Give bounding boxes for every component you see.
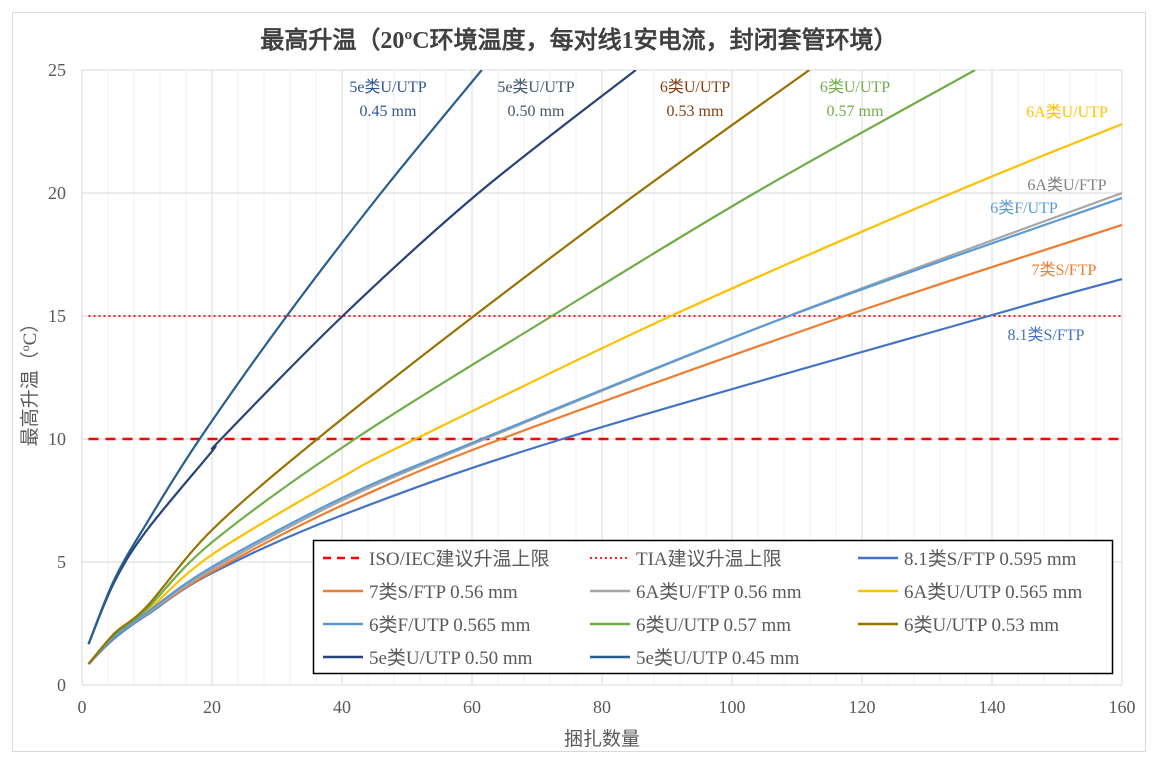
y-tick-label: 25	[48, 60, 66, 80]
x-tick-label: 160	[1109, 697, 1136, 717]
annotation-label: 0.50 mm	[508, 103, 565, 120]
legend: ISO/IEC建议升温上限 TIA建议升温上限 8.1类S/FTP 0.595 mm…	[312, 539, 1114, 675]
annotation-label: 6A类U/UTP	[1026, 103, 1108, 121]
annotation-label: 0.57 mm	[827, 103, 884, 120]
legend-entry: 8.1类S/FTP 0.595 mm	[904, 548, 1077, 570]
legend-entry: 6A类U/FTP 0.56 mm	[636, 581, 802, 603]
y-tick-label: 5	[57, 552, 66, 572]
series-line	[87, 196, 1122, 665]
legend-entry: 6类U/UTP 0.57 mm	[636, 614, 791, 636]
reference-lines	[88, 315, 1122, 441]
legend-entry: 6A类U/UTP 0.565 mm	[904, 581, 1082, 603]
x-tick-label: 20	[203, 697, 221, 717]
series-line	[87, 70, 637, 645]
series-line	[87, 70, 976, 665]
series-line	[87, 70, 483, 645]
x-tick-label: 80	[593, 697, 611, 717]
annotation-label: 0.45 mm	[360, 103, 417, 120]
annotation-label: 6类U/UTP	[660, 78, 730, 96]
legend-box	[312, 539, 1114, 675]
y-tick-label: 0	[57, 675, 66, 695]
legend-entry: 5e类U/UTP 0.50 mm	[369, 647, 533, 669]
x-axis-label: 捆扎数量	[564, 728, 640, 750]
x-tick-label: 140	[979, 697, 1006, 717]
y-tick-label: 15	[48, 306, 66, 326]
annotation-label: 6类U/UTP	[820, 78, 890, 96]
y-tick-label: 20	[48, 183, 66, 203]
x-tick-label: 120	[849, 697, 876, 717]
series-lines	[87, 70, 1122, 665]
x-tick-label: 40	[333, 697, 351, 717]
annotation-label: 6A类U/FTP	[1027, 176, 1106, 194]
series-line	[87, 70, 810, 665]
y-tick-label: 10	[48, 429, 66, 449]
tick-labels: 0 20 40 60 80 100 120 140 160 0 5 10 15 20 25	[48, 60, 1136, 717]
legend-entry: 5e类U/UTP 0.45 mm	[636, 647, 800, 669]
legend-entry: ISO/IEC建议升温上限	[369, 548, 550, 570]
chart-title: 最高升温（20ºC环境温度，每对线1安电流，封闭套管环境）	[260, 26, 897, 54]
annotation-label: 7类S/FTP	[1032, 261, 1097, 279]
legend-entry: TIA建议升温上限	[636, 548, 782, 570]
annotation-label: 8.1类S/FTP	[1008, 326, 1085, 344]
annotations: 5e类U/UTP 0.45 mm 5e类U/UTP 0.50 mm 6类U/UTP 0.5…	[349, 78, 1108, 344]
legend-entry: 6类U/UTP 0.53 mm	[904, 614, 1059, 636]
legend-entry: 6类F/UTP 0.565 mm	[369, 614, 531, 636]
annotation-label: 0.53 mm	[667, 103, 724, 120]
legend-entry: 7类S/FTP 0.56 mm	[369, 581, 518, 603]
y-axis-label: 最高升温（ºC）	[19, 314, 41, 447]
x-tick-label: 0	[78, 697, 87, 717]
annotation-label: 5e类U/UTP	[497, 78, 574, 96]
x-tick-label: 100	[719, 697, 746, 717]
annotation-label: 5e类U/UTP	[349, 78, 426, 96]
x-tick-label: 60	[463, 697, 481, 717]
annotation-label: 6类F/UTP	[990, 199, 1058, 217]
